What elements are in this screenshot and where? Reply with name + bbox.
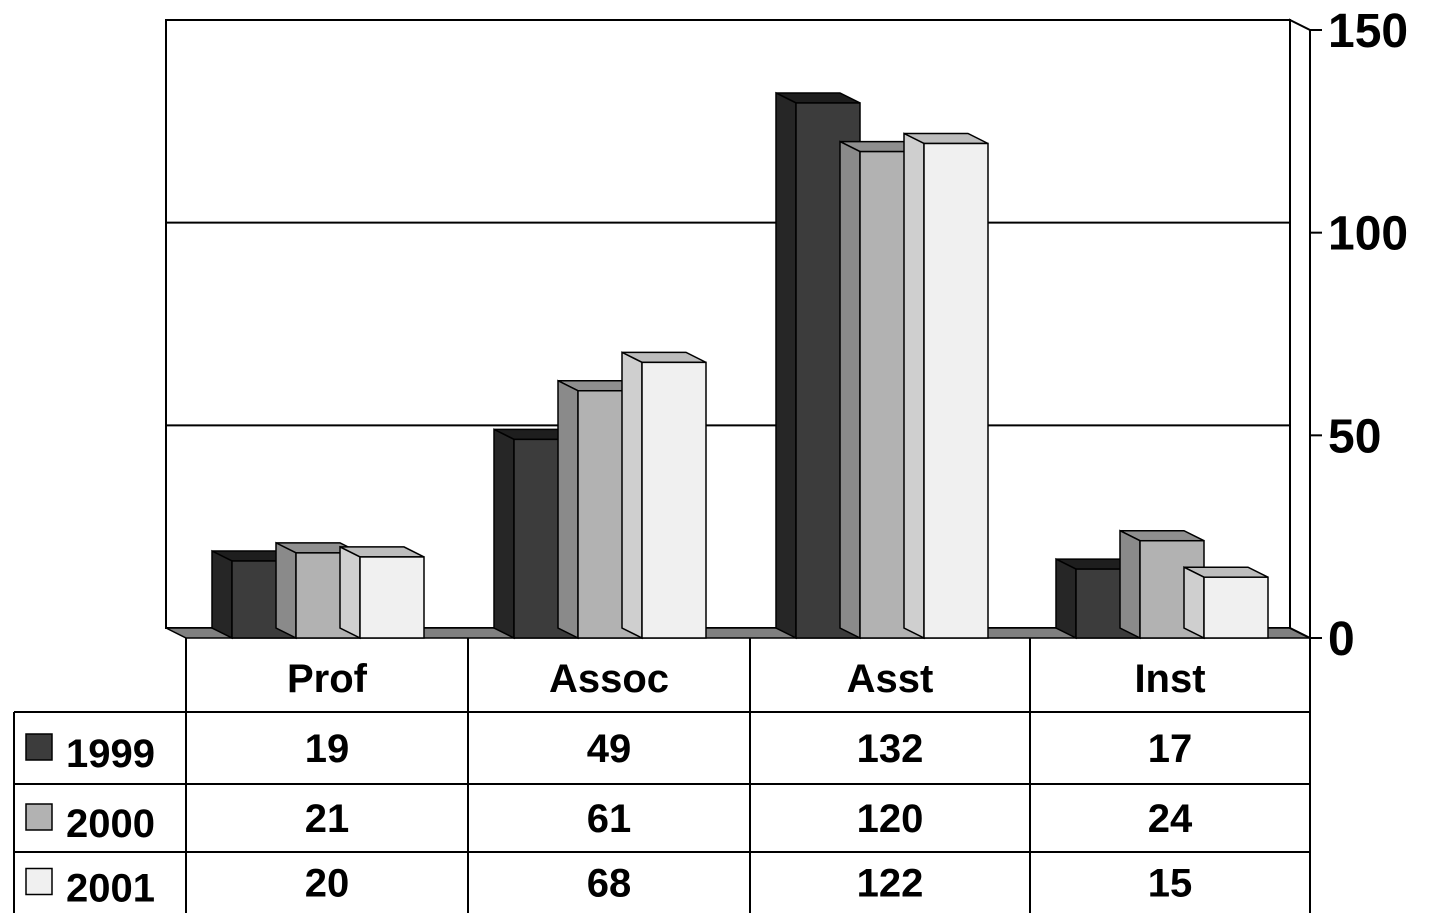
bar-side-inst-2001	[1183, 565, 1205, 640]
plot-area	[165, 19, 1291, 629]
bar-assoc-2001	[621, 351, 707, 640]
bar-front-asst-2001	[923, 142, 989, 639]
data-label-assoc-1999: 49	[587, 727, 632, 771]
legend-key-1999	[25, 733, 53, 761]
data-label-inst-2000: 24	[1148, 797, 1193, 841]
bar-inst-2001	[1183, 565, 1269, 640]
data-label-asst-2000: 120	[857, 797, 924, 841]
bar-side-asst-2001	[903, 132, 925, 640]
data-label-prof-1999: 19	[305, 727, 350, 771]
data-label-prof-2000: 21	[305, 797, 350, 841]
y-tick-label-0: 0	[1328, 613, 1355, 666]
gridlines	[166, 19, 1290, 427]
bar-side-inst-2000	[1119, 529, 1141, 640]
bar-side-asst-2000	[839, 140, 861, 640]
data-table: Prof Assoc Asst Inst 1999 19 49 132 17 2000 21 61 12…	[13, 638, 1311, 913]
side-wall	[1289, 18, 1311, 640]
category-label-assoc: Assoc	[549, 657, 669, 701]
series-label-2000: 2000	[66, 802, 155, 846]
data-label-inst-2001: 15	[1148, 862, 1193, 906]
bar-side-assoc-2001	[621, 351, 643, 640]
category-label-prof: Prof	[287, 657, 368, 701]
bar-side-assoc-2000	[557, 379, 579, 640]
bar-prof-2001	[339, 545, 425, 640]
bar-front-inst-2001	[1203, 576, 1269, 639]
bar-side-asst-1999	[775, 91, 797, 640]
back-wall	[165, 19, 1291, 629]
bar-side-prof-2001	[339, 545, 361, 640]
bar-side-prof-1999	[211, 549, 233, 640]
bars	[211, 91, 1269, 640]
y-axis: 0 50 100 150	[1289, 5, 1408, 666]
bar-side-inst-1999	[1055, 557, 1077, 640]
y-tick-label-50: 50	[1328, 410, 1381, 463]
bar-front-prof-2001	[359, 556, 425, 639]
data-label-asst-1999: 132	[857, 727, 924, 771]
y-tick-label-100: 100	[1328, 208, 1408, 261]
category-label-asst: Asst	[847, 657, 934, 701]
series-label-1999: 1999	[66, 732, 155, 776]
legend-key-2001	[25, 867, 53, 896]
y-tick-label-150: 150	[1328, 5, 1408, 58]
data-label-prof-2001: 20	[305, 862, 350, 906]
data-label-inst-1999: 17	[1148, 727, 1193, 771]
data-label-assoc-2000: 61	[587, 797, 632, 841]
bar-asst-2001	[903, 132, 989, 640]
category-label-inst: Inst	[1134, 657, 1205, 701]
data-label-asst-2001: 122	[857, 862, 924, 906]
bar-front-assoc-2001	[641, 361, 707, 639]
series-label-2001: 2001	[66, 867, 155, 911]
data-label-assoc-2001: 68	[587, 862, 632, 906]
bar-side-assoc-1999	[493, 428, 515, 640]
bar-side-prof-2000	[275, 541, 297, 640]
legend-key-2000	[25, 803, 53, 831]
